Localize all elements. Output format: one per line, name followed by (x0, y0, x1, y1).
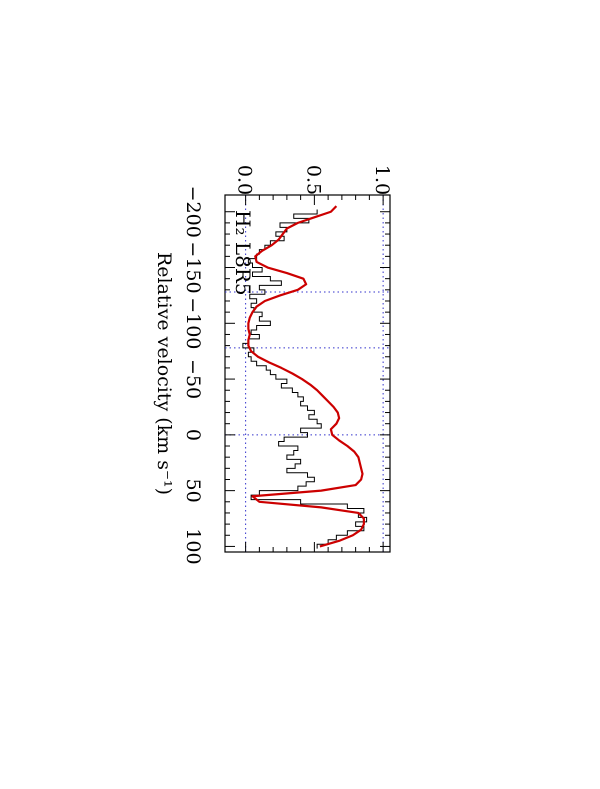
velocity-tick-label: 0 (182, 429, 204, 441)
line-annotation: H₂ L8R5 (231, 210, 255, 296)
data-spectrum-line (242, 209, 368, 549)
velocity-tick-label: 50 (182, 479, 204, 503)
flux-tick-label: 1.0 (371, 165, 393, 195)
rotated-plot: −200 −150 −100 −50 0 50 100 0.0 0.5 1.0 Relative v… (153, 165, 393, 565)
plot-frame (224, 194, 391, 553)
velocity-tick-label: −200 (182, 186, 204, 238)
flux-tick-label: 0.5 (302, 165, 324, 195)
model-fit-line (247, 205, 365, 548)
velocity-tick-label: −100 (182, 297, 204, 349)
flux-tick-label: 0.0 (234, 165, 256, 195)
velocity-tick-label: −150 (182, 241, 204, 293)
velocity-axis-title: Relative velocity (km s⁻¹) (153, 252, 175, 495)
velocity-tick-label: −50 (182, 359, 204, 399)
velocity-tick-label: 100 (182, 528, 204, 564)
